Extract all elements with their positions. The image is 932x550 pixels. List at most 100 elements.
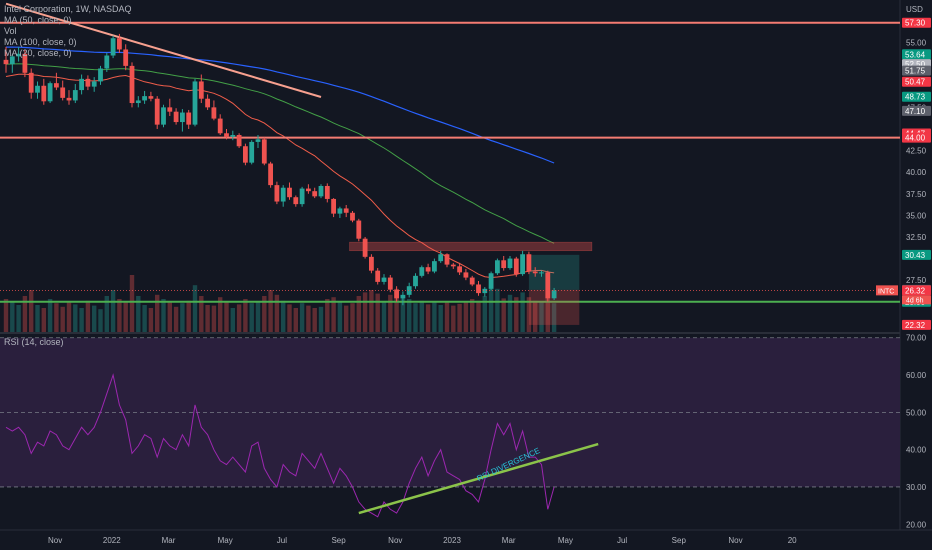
volume-bar <box>243 299 248 332</box>
volume-bar <box>167 302 172 332</box>
candle-body <box>318 185 324 197</box>
candles <box>3 33 557 306</box>
symbol-tag-bg <box>876 285 898 296</box>
candle <box>450 262 456 269</box>
candle <box>495 258 500 275</box>
candle-body <box>72 90 78 101</box>
volume-bar <box>73 304 78 332</box>
candle <box>16 46 21 62</box>
time-tick: Sep <box>331 536 346 545</box>
candle <box>66 90 72 105</box>
candle-body <box>230 135 236 137</box>
candle <box>117 33 122 53</box>
candle <box>350 211 355 223</box>
price-tag: 30.43 <box>905 251 926 260</box>
candle-body <box>324 185 330 199</box>
time-tick: 20 <box>788 536 797 545</box>
candle-body <box>117 38 122 50</box>
candle-body <box>394 289 399 299</box>
candle <box>287 182 292 200</box>
candle <box>419 265 425 278</box>
volume-bar <box>66 302 72 332</box>
volume-bar <box>501 298 506 332</box>
price-tag-bg <box>902 76 931 87</box>
candle-body <box>545 272 551 299</box>
candle-body <box>85 78 91 87</box>
price-tag-bg <box>902 285 931 296</box>
volume-bar <box>375 293 380 332</box>
time-tick: 2022 <box>103 536 121 545</box>
price-tag-bg <box>902 49 931 60</box>
candle-body <box>507 258 513 269</box>
candle <box>230 130 236 141</box>
symbol-title: Intel Corporation, 1W, NASDAQ <box>4 4 132 14</box>
volume-bar <box>362 292 368 332</box>
volume-bar <box>35 305 40 332</box>
candle-body <box>450 264 456 267</box>
candle-body <box>249 141 255 163</box>
candle <box>463 268 469 281</box>
candle <box>198 74 204 104</box>
volume-bar <box>155 294 160 332</box>
candle-body <box>110 38 116 56</box>
volume-bar <box>551 303 557 332</box>
candle-body <box>224 133 229 137</box>
price-tick: 27.50 <box>906 276 927 285</box>
candle-body <box>205 98 210 108</box>
price-tag-bg <box>902 65 931 76</box>
price-tag-bg <box>902 132 931 143</box>
rsi-tick: 50.00 <box>906 408 927 417</box>
candle-body <box>457 266 462 273</box>
candle <box>72 84 78 104</box>
downtrend-line <box>5 2 322 98</box>
candle-body <box>135 100 141 104</box>
time-tick: May <box>218 536 233 545</box>
candle-body <box>217 118 223 134</box>
candle <box>526 251 532 275</box>
price-tag-bg <box>902 249 931 260</box>
candle <box>41 78 47 105</box>
volume-bar <box>180 303 185 332</box>
candle <box>154 96 160 129</box>
volume-bar <box>407 299 412 332</box>
candle-body <box>337 208 343 214</box>
candle-body <box>16 53 21 57</box>
currency-label: USD <box>906 5 923 14</box>
volume-bar <box>16 305 21 332</box>
time-tick: May <box>558 536 573 545</box>
price-tick: 35.00 <box>906 211 927 220</box>
rsi-tick: 40.00 <box>906 446 927 455</box>
candle-body <box>501 260 507 269</box>
price-tag-bg <box>902 91 931 102</box>
volume-bar <box>520 292 525 332</box>
candle-body <box>419 267 425 276</box>
candle-body <box>476 284 481 294</box>
price-tag-bg <box>902 105 931 116</box>
volume-bar <box>110 290 116 332</box>
volume-bar <box>92 305 97 332</box>
volume-bar <box>400 296 406 332</box>
divergence-line <box>358 442 599 515</box>
candle <box>9 54 15 73</box>
candle <box>375 268 381 285</box>
volume-bar <box>482 296 487 332</box>
volume-bar <box>476 300 481 332</box>
candle <box>356 218 362 242</box>
candle <box>331 198 336 218</box>
volume-bar <box>299 303 305 332</box>
candle <box>501 255 507 271</box>
candle-body <box>469 277 475 285</box>
ma50-line <box>5 63 555 244</box>
candle-body <box>400 294 406 299</box>
candle <box>545 270 551 302</box>
volume-bar <box>293 308 298 332</box>
candle-body <box>104 55 110 69</box>
candle-body <box>79 78 84 91</box>
candle <box>406 282 412 298</box>
legend-volume: Vol <box>4 26 17 36</box>
candle <box>476 281 481 296</box>
candle <box>381 274 387 285</box>
volume-bar <box>104 296 109 332</box>
price-tick: 37.50 <box>906 190 927 199</box>
